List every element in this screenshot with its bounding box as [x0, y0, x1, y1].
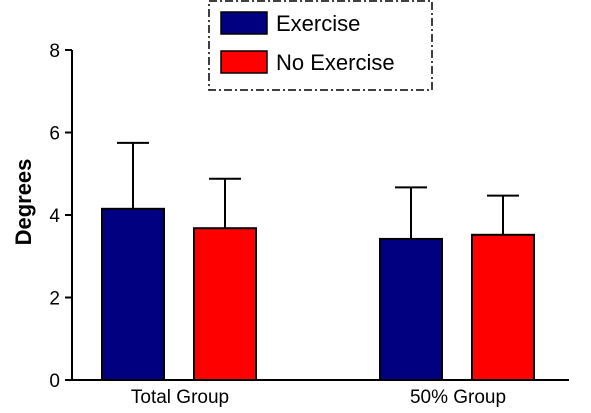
- y-tick-label-6: 6: [49, 124, 60, 145]
- legend-label-exercise: Exercise: [276, 11, 360, 36]
- y-tick-label-2: 2: [49, 289, 60, 310]
- legend-swatch-exercise: [220, 11, 268, 35]
- y-axis-title: Degrees: [11, 159, 36, 246]
- bar-no-exercise-50-group: [471, 233, 535, 381]
- bar-exercise-total-group: [101, 207, 165, 381]
- y-tick-label-8: 8: [49, 41, 60, 62]
- bar-no-exercise-total-group: [193, 227, 257, 381]
- legend-label-no-exercise: No Exercise: [276, 50, 395, 75]
- plot-area: 0 2 4 6 8 Total Group 50% Group: [49, 41, 569, 408]
- x-category-label-total-group: Total Group: [131, 387, 229, 408]
- y-tick-label-4: 4: [49, 206, 60, 227]
- x-category-label-50-group: 50% Group: [410, 387, 506, 408]
- legend-swatch-no-exercise: [220, 50, 268, 74]
- legend-box: [208, 0, 433, 91]
- bar-exercise-50-group: [379, 237, 443, 381]
- y-tick-label-0: 0: [49, 371, 60, 392]
